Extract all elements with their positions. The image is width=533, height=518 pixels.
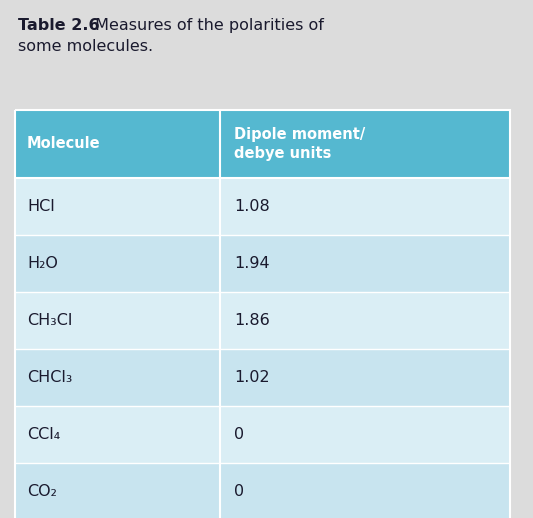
Text: Table 2.6: Table 2.6 [18,18,100,33]
Text: 1.86: 1.86 [234,313,270,328]
Text: Dipole moment/
debye units: Dipole moment/ debye units [234,127,365,161]
Bar [15,349,510,406]
Text: Molecule: Molecule [27,137,101,151]
Text: H₂O: H₂O [27,256,58,271]
Text: CCl₄: CCl₄ [27,427,60,442]
Text: CHCl₃: CHCl₃ [27,370,72,385]
Text: 1.94: 1.94 [234,256,270,271]
Bar [15,463,510,518]
Text: 1.08: 1.08 [234,199,270,214]
Bar [15,406,510,463]
Bar [15,292,510,349]
Bar [15,110,510,178]
Text: CO₂: CO₂ [27,484,57,499]
Text: 0: 0 [234,427,244,442]
Text: HCl: HCl [27,199,55,214]
Text: 1.02: 1.02 [234,370,270,385]
Text: Measures of the polarities of: Measures of the polarities of [90,18,324,33]
Text: CH₃Cl: CH₃Cl [27,313,72,328]
Bar [15,178,510,235]
Bar [15,110,510,518]
Text: 0: 0 [234,484,244,499]
Bar [15,235,510,292]
Text: some molecules.: some molecules. [18,39,153,54]
